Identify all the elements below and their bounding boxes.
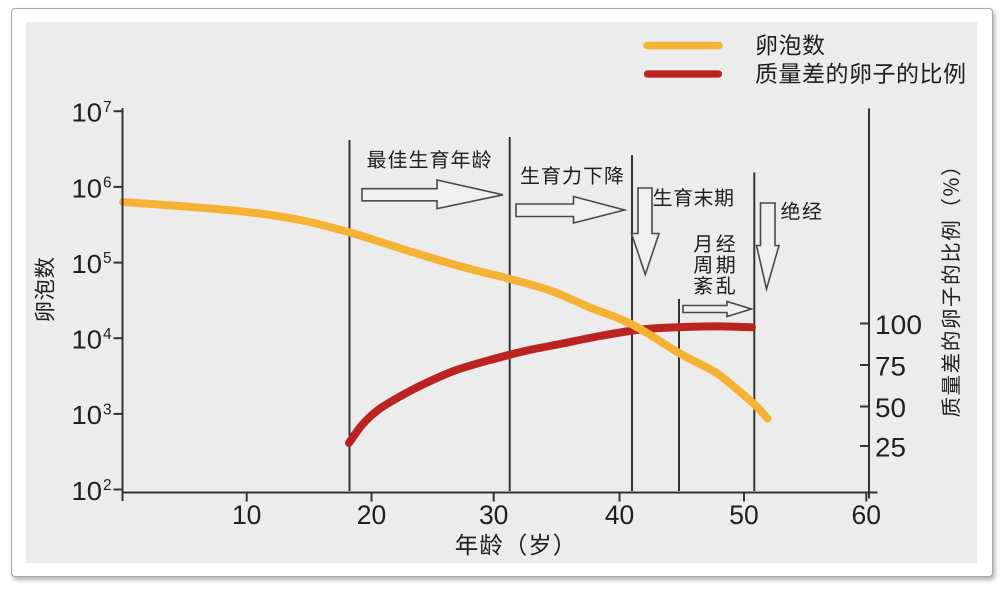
svg-text:10: 10 bbox=[72, 325, 103, 355]
svg-text:7: 7 bbox=[103, 99, 112, 116]
svg-text:10: 10 bbox=[72, 98, 103, 128]
svg-text:30: 30 bbox=[479, 500, 509, 530]
svg-text:60: 60 bbox=[852, 500, 882, 530]
svg-text:50: 50 bbox=[875, 393, 906, 423]
svg-text:40: 40 bbox=[605, 500, 635, 530]
svg-text:6: 6 bbox=[103, 175, 112, 192]
svg-text:3: 3 bbox=[103, 401, 112, 418]
svg-text:10: 10 bbox=[72, 173, 103, 203]
svg-text:10: 10 bbox=[72, 400, 103, 430]
svg-text:4: 4 bbox=[103, 326, 112, 343]
svg-text:2: 2 bbox=[103, 477, 112, 494]
svg-text:10: 10 bbox=[232, 500, 262, 530]
svg-text:10: 10 bbox=[72, 249, 103, 279]
svg-text:20: 20 bbox=[357, 500, 387, 530]
svg-text:50: 50 bbox=[729, 500, 759, 530]
svg-text:10: 10 bbox=[72, 476, 103, 506]
svg-text:25: 25 bbox=[875, 432, 906, 462]
svg-text:100: 100 bbox=[875, 310, 922, 340]
svg-text:5: 5 bbox=[103, 250, 112, 267]
svg-text:75: 75 bbox=[875, 351, 906, 381]
